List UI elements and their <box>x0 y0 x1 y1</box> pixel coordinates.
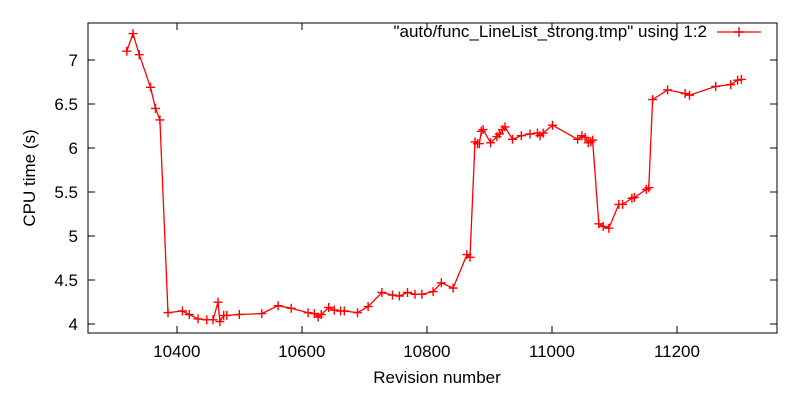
y-tick-label: 5 <box>69 227 78 246</box>
y-tick-label: 4 <box>69 315 78 334</box>
y-tick-label: 6 <box>69 139 78 158</box>
series-markers <box>122 29 746 327</box>
y-axis-title: CPU time (s) <box>20 129 39 227</box>
x-tick-label: 10600 <box>278 342 325 361</box>
x-axis-ticks <box>176 23 678 333</box>
y-tick-label: 7 <box>69 51 78 70</box>
series-line <box>126 31 742 324</box>
legend-line-sample <box>717 27 761 37</box>
y-tick-label: 6.5 <box>54 95 78 114</box>
x-tick-label: 10800 <box>403 342 450 361</box>
legend: "auto/func_LineList_strong.tmp" using 1:… <box>393 22 762 42</box>
x-tick-label: 11200 <box>654 342 700 361</box>
legend-label: "auto/func_LineList_strong.tmp" using 1:… <box>393 22 707 41</box>
x-tick-label: 11000 <box>529 342 575 361</box>
plus-marker-icon <box>734 27 744 37</box>
x-tick-label: 10400 <box>153 342 200 361</box>
y-tick-label: 4.5 <box>54 271 78 290</box>
y-axis-ticks <box>88 59 777 325</box>
x-axis-title: Revision number <box>373 368 501 387</box>
plot-border <box>87 22 778 334</box>
y-tick-label: 5.5 <box>54 183 78 202</box>
